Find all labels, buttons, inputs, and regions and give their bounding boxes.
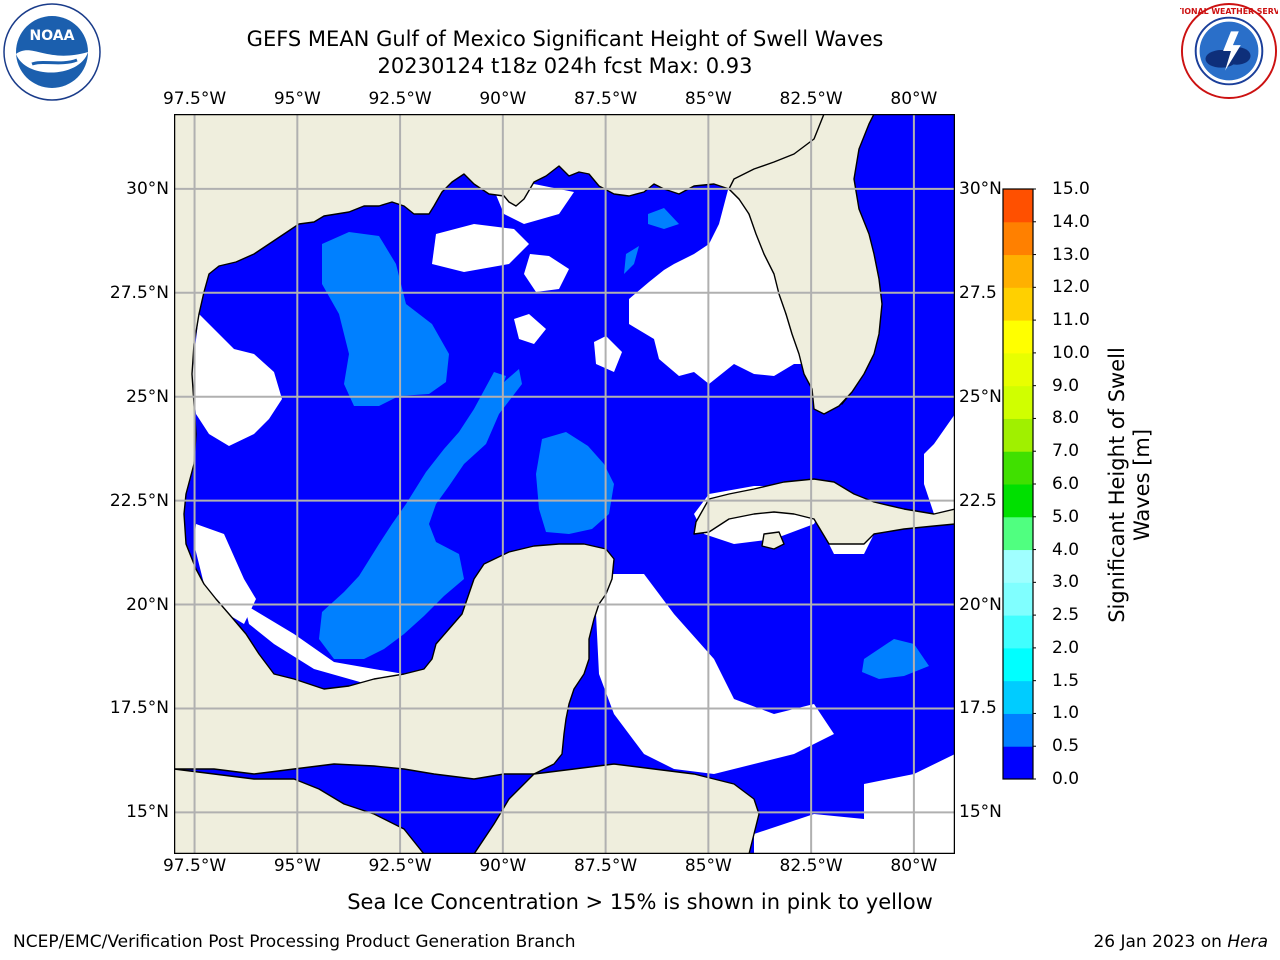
colorbar-tick-label: 0.0: [1052, 769, 1080, 789]
chart-subtitle: 20230124 t18z 024h fcst Max: 0.93: [377, 54, 753, 78]
colorbar-swatch: [1003, 680, 1033, 714]
lat-tick-label-right: 17.5: [959, 698, 997, 719]
colorbar-swatch: [1003, 484, 1033, 518]
lon-tick-label-bottom: 97.5°W: [162, 856, 227, 876]
lon-tick-label-bottom: 87.5°W: [574, 856, 638, 876]
lon-tick-label-top: 82.5°W: [779, 89, 843, 109]
lat-tick-label-right: 20°N: [959, 594, 1002, 615]
nws-logo-text: NATIONAL WEATHER SERVICE: [1180, 7, 1278, 16]
colorbar-swatch: [1003, 451, 1033, 485]
colorbar-tick-label: 14.0: [1052, 211, 1090, 232]
footer-date-text: 26 Jan 2023 on: [1093, 932, 1228, 952]
colorbar-tick-label: 2.5: [1052, 605, 1080, 626]
lon-tick-label-bottom: 85°W: [684, 856, 732, 876]
lat-tick-label-left: 17.5°N: [109, 698, 169, 719]
colorbar-label: Significant Height of Swell Waves [m]: [1105, 347, 1155, 623]
lat-tick-label-right: 22.5: [959, 490, 997, 511]
colorbar: [1002, 188, 1036, 780]
nws-logo: NATIONAL WEATHER SERVICE: [1180, 2, 1278, 100]
lat-tick-label-right: 25°N: [959, 386, 1002, 407]
lat-tick-label-right: 27.5: [959, 282, 997, 303]
colorbar-swatch: [1003, 582, 1033, 616]
lat-tick-label-left: 25°N: [126, 386, 169, 407]
map-plot: [174, 114, 955, 854]
colorbar-tick-label: 13.0: [1052, 244, 1090, 265]
colorbar-tick-label: 4.0: [1052, 539, 1080, 560]
sea-ice-note-text: Sea Ice Concentration > 15% is shown in …: [347, 890, 933, 914]
colorbar-label-line1: Significant Height of Swell: [1105, 347, 1129, 623]
map-frame: [174, 114, 955, 854]
colorbar-swatch: [1003, 713, 1033, 747]
colorbar-swatch: [1003, 516, 1033, 551]
lat-tick-label-left: 15°N: [126, 802, 169, 823]
colorbar-tick-label: 0.5: [1052, 736, 1080, 757]
footer-date: 26 Jan 2023 on Hera: [1093, 932, 1268, 952]
colorbar-swatch: [1003, 287, 1033, 321]
lat-tick-label-right: 15°N: [959, 802, 1002, 823]
colorbar-swatch: [1003, 549, 1033, 583]
lon-tick-label-top: 95°W: [273, 89, 321, 109]
colorbar-tick-label: 5.0: [1052, 506, 1080, 527]
colorbar-swatch: [1003, 647, 1033, 682]
colorbar-tick-label: 10.0: [1052, 342, 1090, 363]
colorbar-swatch: [1003, 418, 1033, 452]
lon-tick-label-bottom: 82.5°W: [779, 856, 843, 876]
lat-tick-label-left: 22.5°N: [109, 490, 169, 511]
colorbar-tick-label: 11.0: [1052, 310, 1090, 331]
lon-tick-label-bottom: 95°W: [273, 856, 321, 876]
colorbar-tick-label: 6.0: [1052, 474, 1080, 494]
sea-ice-note: Sea Ice Concentration > 15% is shown in …: [0, 890, 1280, 914]
lat-tick-label-left: 27.5°N: [109, 282, 169, 303]
lon-tick-label-bottom: 90°W: [479, 856, 527, 876]
lon-tick-label-top: 85°W: [684, 89, 732, 109]
colorbar-swatch: [1003, 221, 1033, 256]
lon-tick-label-top: 90°W: [479, 89, 527, 109]
colorbar-swatch: [1003, 254, 1033, 288]
colorbar-swatch: [1003, 746, 1033, 780]
colorbar-tick-label: 1.0: [1052, 703, 1080, 724]
lon-tick-label-top: 87.5°W: [574, 89, 638, 109]
colorbar-swatch: [1003, 352, 1033, 387]
lon-tick-label-top: 92.5°W: [368, 89, 432, 109]
colorbar-tick-label: 8.0: [1052, 408, 1080, 429]
lon-tick-label-top: 80°W: [890, 89, 938, 109]
colorbar-swatch: [1003, 320, 1033, 354]
lat-tick-label-right: 30°N: [959, 178, 1002, 199]
noaa-logo: NOAA: [3, 3, 101, 101]
noaa-logo-text: NOAA: [30, 28, 75, 44]
colorbar-tick-label: 12.0: [1052, 277, 1090, 298]
lon-tick-label-top: 97.5°W: [162, 89, 227, 109]
isla-juventud-coast: [761, 531, 785, 550]
colorbar-tick-label: 1.5: [1052, 670, 1080, 691]
map-grid: [174, 114, 955, 854]
colorbar-tick-label: 2.0: [1052, 637, 1080, 658]
colorbar-label-line2: Waves [m]: [1130, 428, 1154, 542]
cuba-coast: [693, 478, 955, 545]
colorbar-tick-label: 15.0: [1052, 179, 1090, 199]
colorbar-tick-label: 9.0: [1052, 375, 1080, 396]
honduras-coast: [473, 763, 760, 854]
colorbar-swatch: [1003, 385, 1033, 419]
colorbar-tick-label: 7.0: [1052, 441, 1080, 462]
colorbar-tick-label: 3.0: [1052, 572, 1080, 593]
lat-tick-label-left: 20°N: [126, 594, 169, 615]
colorbar-swatch: [1003, 189, 1033, 223]
lat-tick-label-left: 30°N: [126, 178, 169, 199]
lon-tick-label-bottom: 92.5°W: [368, 856, 432, 876]
footer-host: Hera: [1227, 932, 1268, 952]
lon-tick-label-bottom: 80°W: [890, 856, 938, 876]
chart-title: GEFS MEAN Gulf of Mexico Significant Hei…: [246, 27, 884, 51]
colorbar-swatch: [1003, 615, 1033, 649]
footer-credit: NCEP/EMC/Verification Post Processing Pr…: [13, 932, 576, 952]
